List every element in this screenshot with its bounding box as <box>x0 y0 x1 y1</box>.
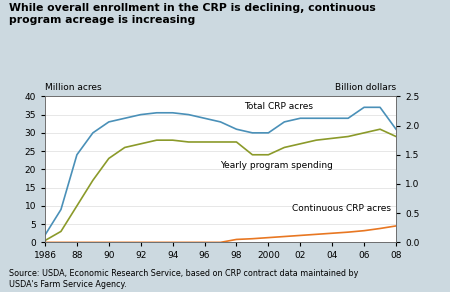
Text: Billion dollars: Billion dollars <box>335 83 396 92</box>
Text: Source: USDA, Economic Research Service, based on CRP contract data maintained b: Source: USDA, Economic Research Service,… <box>9 269 358 289</box>
Text: Continuous CRP acres: Continuous CRP acres <box>292 204 392 213</box>
Text: Total CRP acres: Total CRP acres <box>244 102 314 111</box>
Text: Yearly program spending: Yearly program spending <box>220 161 333 170</box>
Text: Million acres: Million acres <box>45 83 102 92</box>
Text: While overall enrollment in the CRP is declining, continuous
program acreage is : While overall enrollment in the CRP is d… <box>9 3 376 25</box>
